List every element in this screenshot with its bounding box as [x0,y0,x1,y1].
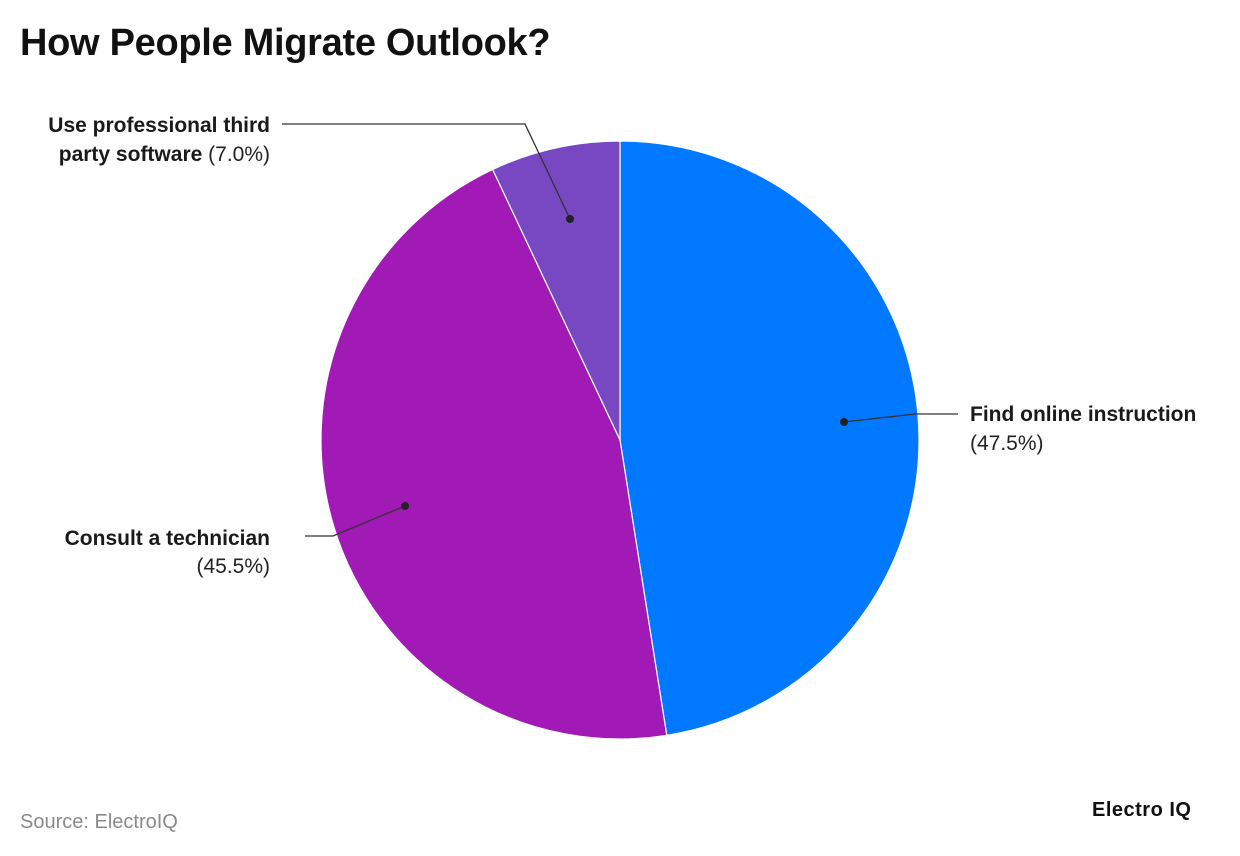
leader-dot-use-professional-third-party-software [566,215,574,223]
leader-line-use-professional-third-party-software [282,123,571,220]
leader-dot-consult-a-technician [401,502,409,510]
slice-value-find-online-instruction: (47.5%) [970,432,1044,455]
pie-slice-use-professional-third-party-software [491,140,621,441]
source-note: Source: ElectroIQ [20,811,178,833]
slice-value-consult-a-technician: (45.5%) [196,555,270,578]
leader-dot-find-online-instruction [840,418,848,426]
brand-logo: Electro IQ [1092,799,1192,821]
slice-value-use-professional-third-party-software: party software (7.0%) [59,143,270,166]
pie-slice-find-online-instruction [619,140,920,737]
slice-label-find-online-instruction: Find online instruction [970,403,1196,426]
chart-title: How People Migrate Outlook? [20,22,551,64]
leader-line-find-online-instruction [843,413,958,423]
leader-line-consult-a-technician [305,505,406,537]
slice-label-consult-a-technician: Consult a technician [65,527,270,550]
slice-label-use-professional-third-party-software: Use professional third [48,114,270,137]
pie-slice-consult-a-technician [320,168,668,740]
